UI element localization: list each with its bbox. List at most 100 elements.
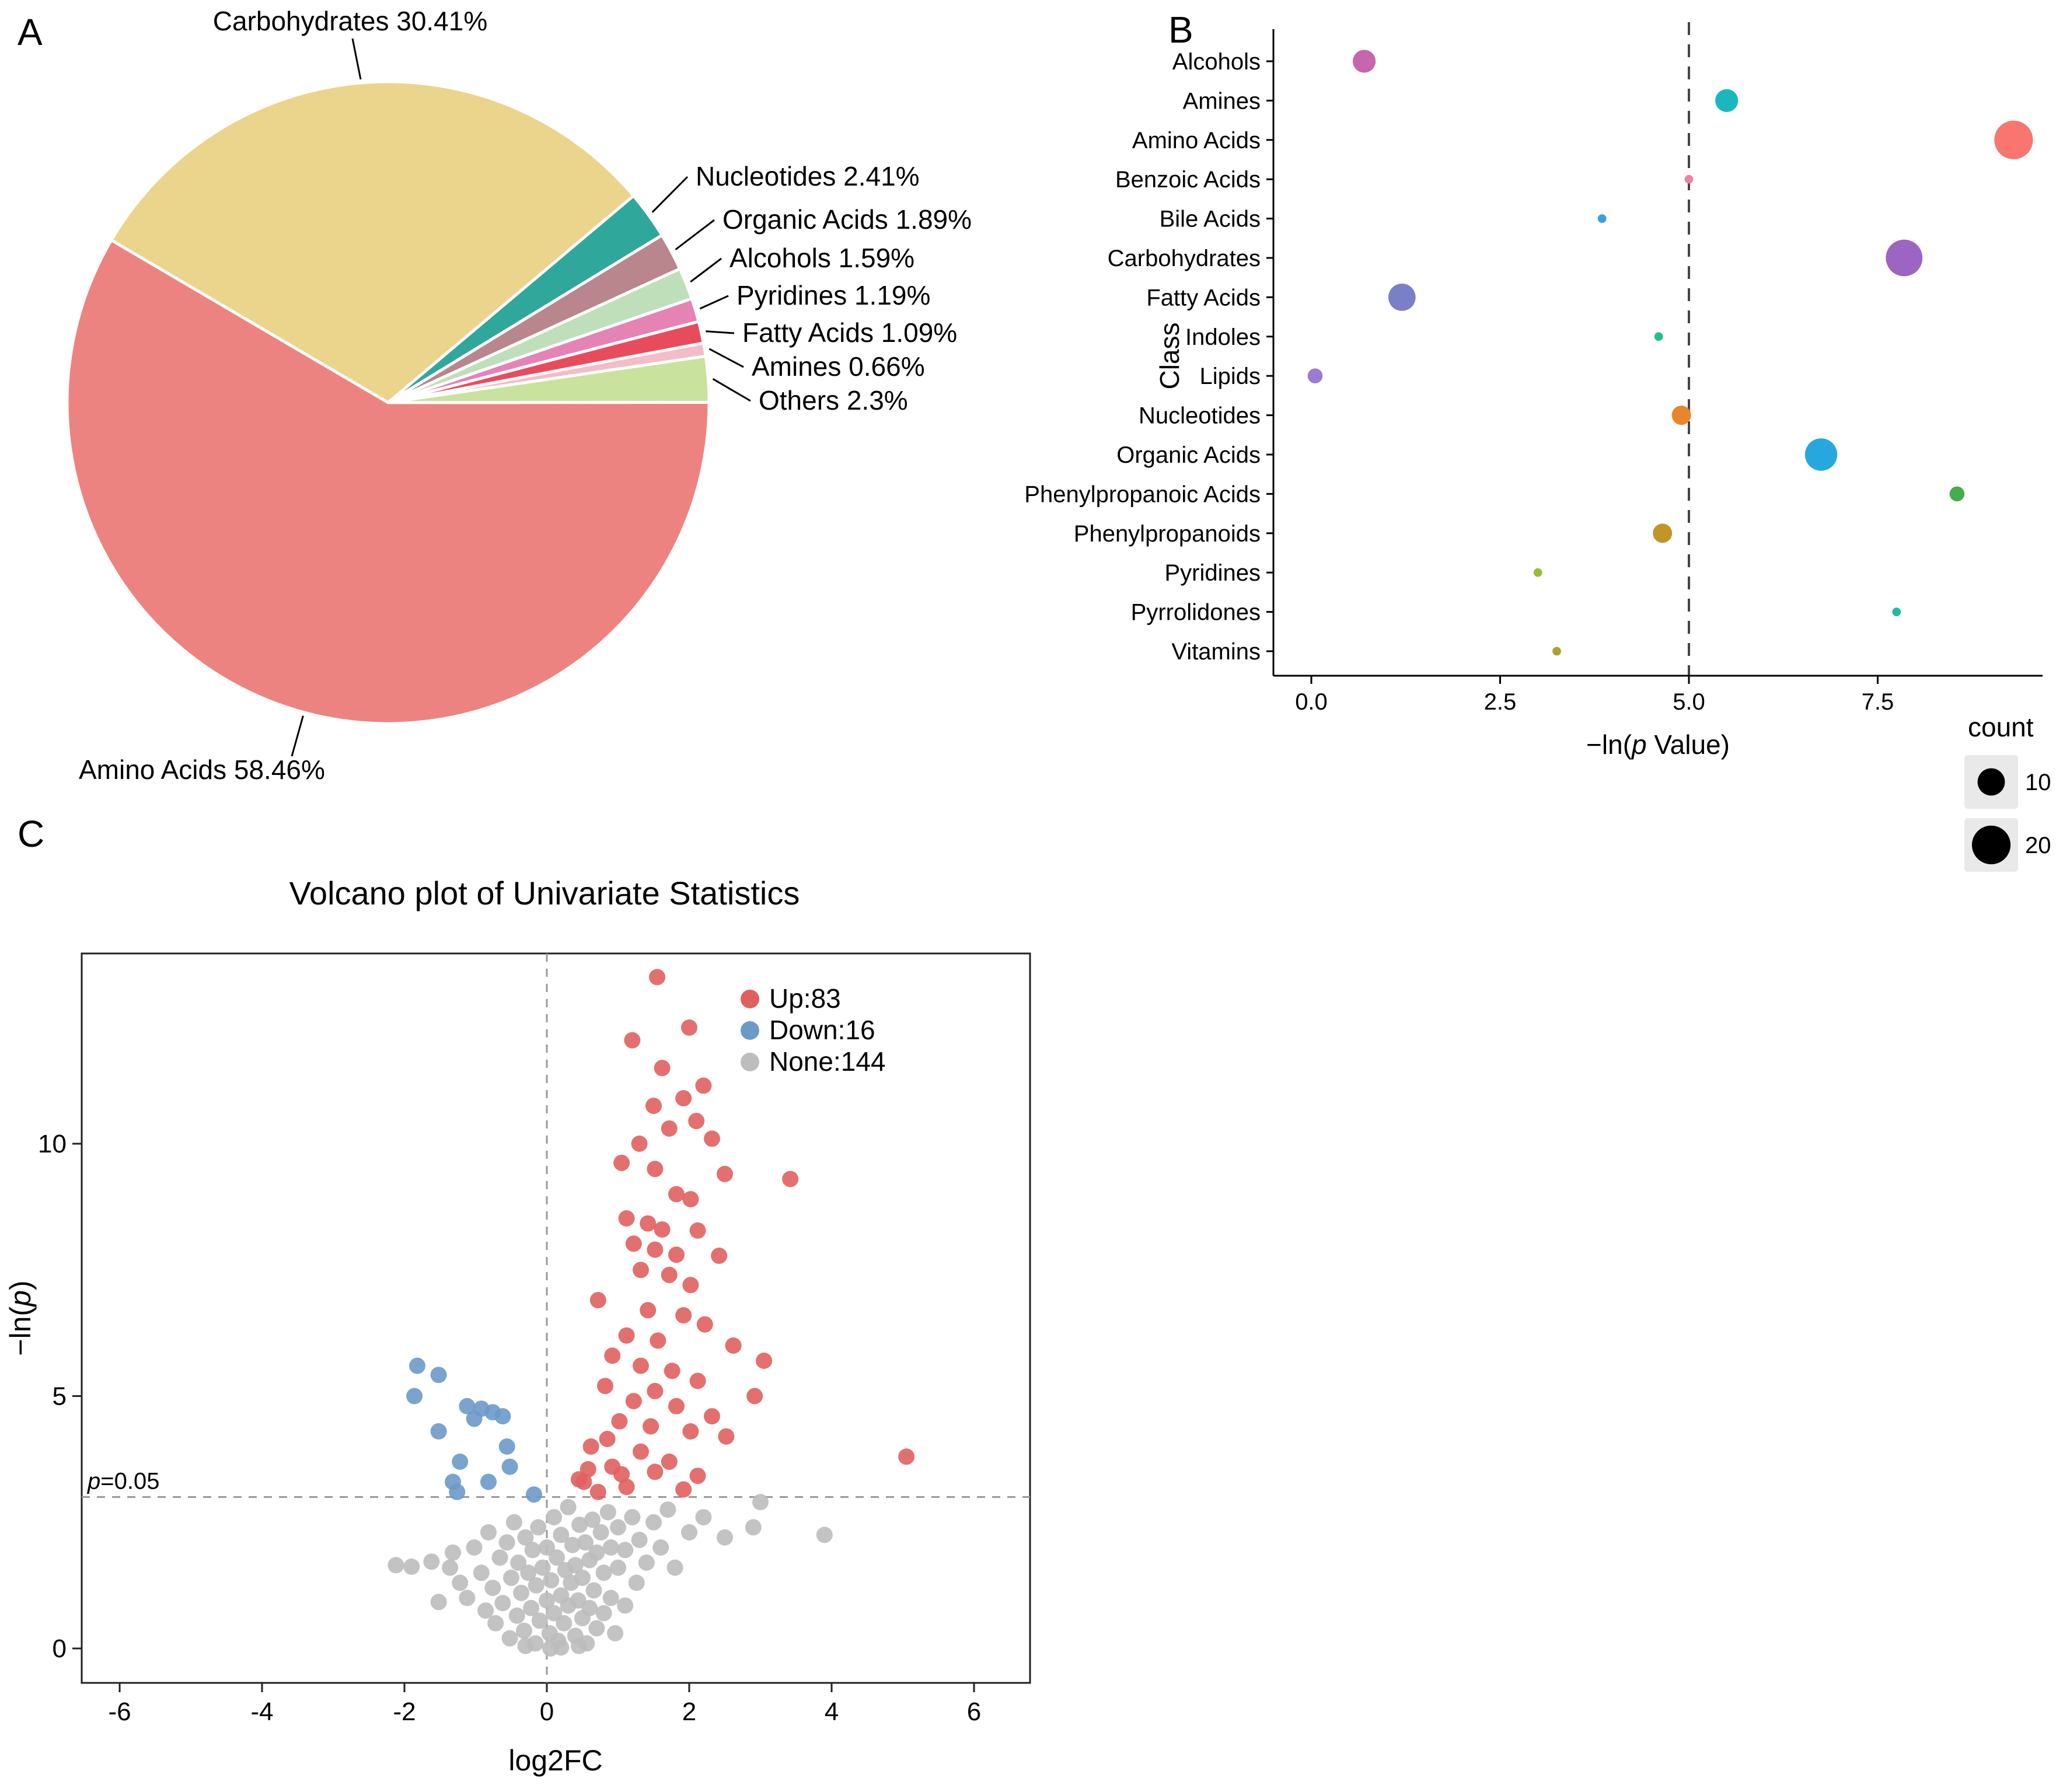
class-label-alcohols: Alcohols (1172, 49, 1261, 75)
point-up (675, 1090, 692, 1107)
bubble-organic-acids (1804, 438, 1838, 471)
pvalue-cutoff-label: p=0.05 (87, 1469, 159, 1494)
point-down (409, 1357, 425, 1374)
point-none (599, 1504, 616, 1521)
class-label-lipids: Lipids (1199, 364, 1261, 389)
point-down (459, 1398, 476, 1414)
point-none (652, 1539, 669, 1556)
point-down (480, 1473, 497, 1490)
point-none (638, 1555, 655, 1571)
y-tick-label: 10 (38, 1130, 67, 1158)
point-up (647, 1382, 664, 1399)
class-label-phenylpropanoids: Phenylpropanoids (1074, 521, 1261, 547)
point-none (695, 1509, 712, 1526)
point-up (604, 1347, 621, 1364)
class-label-organic-acids: Organic Acids (1116, 442, 1261, 468)
point-none (477, 1602, 494, 1619)
point-down (452, 1454, 469, 1470)
point-up (654, 1060, 671, 1077)
class-label-phenylpropanoic-acids: Phenylpropanoic Acids (1024, 481, 1261, 507)
x-tick-label: -6 (108, 1697, 131, 1726)
point-none (445, 1544, 461, 1561)
point-down (498, 1438, 515, 1455)
point-none (560, 1498, 577, 1515)
point-up (599, 1431, 616, 1447)
point-none (466, 1539, 483, 1556)
pie-label-nucleotides: Nucleotides 2.41% (696, 161, 920, 191)
point-down (430, 1367, 447, 1384)
bubble-lipids (1307, 368, 1323, 383)
point-none (527, 1635, 544, 1652)
point-none (717, 1529, 733, 1546)
point-up (624, 1032, 641, 1049)
point-none (578, 1635, 595, 1652)
point-none (473, 1564, 490, 1581)
point-up (668, 1186, 685, 1203)
point-up (647, 1161, 664, 1178)
point-up (718, 1428, 735, 1445)
pie-leader-nucleotides (651, 176, 689, 213)
point-none (423, 1553, 440, 1570)
x-tick-label: 0.0 (1295, 689, 1328, 715)
bubble-x-axis-label: −ln(p Value) (1586, 729, 1730, 760)
bubble-carbohydrates (1886, 239, 1923, 277)
x-tick-label: 4 (825, 1697, 839, 1726)
point-none (508, 1607, 525, 1624)
point-none (577, 1534, 594, 1551)
point-up (611, 1413, 628, 1430)
point-none (543, 1572, 560, 1589)
point-none (585, 1582, 602, 1599)
point-none (539, 1592, 555, 1609)
point-down (466, 1410, 483, 1427)
point-none (645, 1514, 662, 1531)
point-none (564, 1536, 581, 1553)
point-none (617, 1542, 634, 1559)
point-none (624, 1509, 641, 1526)
point-none (553, 1526, 570, 1543)
point-none (524, 1542, 541, 1559)
pie-label-alcohols: Alcohols 1.59% (729, 243, 914, 273)
point-up (661, 1120, 678, 1137)
point-none (530, 1519, 547, 1536)
point-down (494, 1408, 511, 1425)
legend-size-label-10: 10 (2025, 770, 2051, 795)
bubble-vitamins (1552, 647, 1561, 656)
bubble-benzoic-acids (1684, 174, 1694, 184)
point-up (661, 1266, 678, 1283)
x-tick-label: 2 (682, 1697, 696, 1726)
point-none (556, 1615, 573, 1632)
pie-leader-pyridines (699, 295, 729, 310)
bubble-amino-acids (1994, 120, 2033, 159)
point-none (523, 1599, 540, 1616)
point-up (589, 1483, 606, 1500)
point-up (689, 1372, 706, 1389)
point-none (517, 1529, 534, 1546)
point-none (430, 1594, 447, 1611)
point-none (745, 1519, 762, 1536)
point-up (589, 1292, 606, 1309)
bubble-alcohols (1353, 50, 1376, 73)
point-up (625, 1235, 642, 1252)
point-up (618, 1479, 635, 1496)
point-up (782, 1171, 799, 1187)
point-none (607, 1625, 624, 1641)
point-none (681, 1524, 697, 1541)
point-up (704, 1408, 720, 1425)
x-tick-label: -4 (250, 1697, 273, 1726)
point-up (647, 1463, 664, 1480)
point-none (592, 1524, 609, 1541)
plot-border (81, 952, 1031, 1684)
point-none (602, 1539, 619, 1556)
pie-leader-others (712, 378, 751, 402)
point-none (442, 1559, 459, 1576)
point-none (452, 1574, 469, 1591)
bubble-pyridines (1533, 568, 1542, 577)
point-up (647, 1241, 664, 1258)
point-none (546, 1605, 563, 1622)
legend-size-dot-10 (1977, 768, 2005, 796)
point-up (682, 1423, 699, 1440)
bubble-fatty-acids (1388, 284, 1416, 311)
point-up (717, 1165, 733, 1182)
legend-dot-down (741, 1021, 759, 1040)
point-up (682, 1277, 699, 1294)
